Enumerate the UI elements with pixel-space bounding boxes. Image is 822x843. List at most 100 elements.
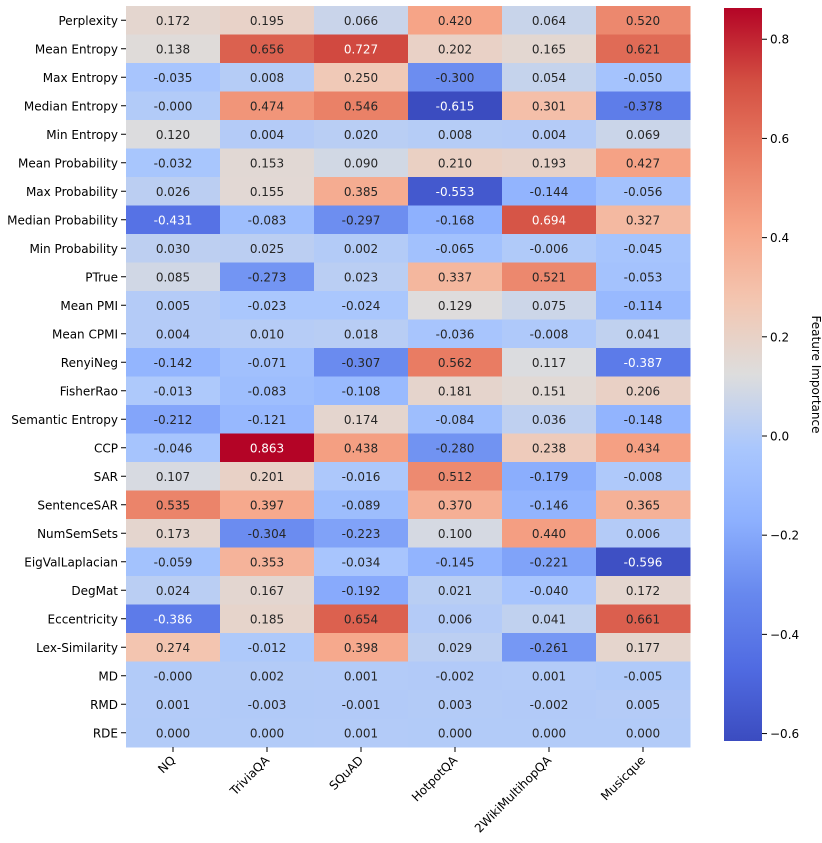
cell-value-label: -0.387 [624,356,663,370]
cell-value-label: 0.427 [626,156,660,170]
cell-value-label: 0.021 [438,584,472,598]
heatmap-cell [596,262,691,292]
heatmap-cell [596,718,691,748]
heatmap-cell [314,405,409,434]
heatmap-cell [596,604,691,634]
heatmap-cell [126,376,221,406]
heatmap-cell [126,205,221,235]
heatmap-cell [220,547,315,577]
cell-value-label: 0.238 [532,441,566,455]
cell-value-label: -0.304 [248,527,287,541]
heatmap-cell [596,405,691,434]
heatmap-cell [596,462,691,491]
cell-value-label: 0.004 [156,327,190,341]
cell-value-label: -0.032 [154,156,193,170]
cell-value-label: -0.000 [154,669,193,683]
cell-value-label: -0.036 [436,327,475,341]
cell-value-label: 0.001 [344,726,378,740]
heatmap-cell [408,490,503,520]
heatmap-cell [220,205,315,235]
cell-value-label: 0.129 [438,299,472,313]
cell-value-label: 0.107 [156,470,190,484]
heatmap-cell [314,547,409,577]
heatmap-cell [314,661,409,691]
row-label: Median Entropy [24,99,118,113]
heatmap-cell [126,63,221,92]
heatmap-cell [220,690,315,719]
cell-value-label: -0.016 [342,470,381,484]
cell-value-label: 0.535 [156,498,190,512]
cell-value-label: -0.089 [342,498,381,512]
cell-value-label: -0.083 [248,384,287,398]
cell-value-label: 0.001 [344,669,378,683]
heatmap-cell [408,462,503,491]
heatmap-cell [408,63,503,92]
cell-value-label: -0.084 [436,413,475,427]
cell-value-label: -0.034 [342,555,381,569]
heatmap-cell [596,633,691,662]
heatmap-cell [220,63,315,92]
heatmap-cell [314,262,409,292]
cell-value-label: -0.050 [624,71,663,85]
heatmap-cell [314,519,409,548]
cell-value-label: -0.065 [436,242,475,256]
row-label: MD [98,669,118,683]
cell-value-label: 0.023 [344,270,378,284]
cell-value-label: -0.179 [530,470,569,484]
cell-value-label: 0.177 [626,641,660,655]
heatmap-cell [220,576,315,605]
cell-value-label: 0.250 [344,71,378,85]
cell-value-label: 0.420 [438,14,472,28]
heatmap-cell [126,462,221,491]
cell-value-label: 0.000 [532,726,566,740]
cell-value-label: -0.024 [342,299,381,313]
heatmap-cell [502,348,597,377]
heatmap-cell [408,519,503,548]
cell-value-label: 0.075 [532,299,566,313]
colorbar-tick-label: −0.6 [770,727,799,741]
cell-value-label: 0.005 [156,299,190,313]
cell-value-label: 0.151 [532,384,566,398]
cell-value-label: 0.621 [626,42,660,56]
row-label: RDE [93,726,118,740]
heatmap-cell [502,6,597,35]
heatmap-cell [408,148,503,178]
cell-value-label: 0.173 [156,527,190,541]
heatmap-cell [126,718,221,748]
row-label: PTrue [85,270,118,284]
cell-value-label: -0.297 [342,213,381,227]
heatmap-cell [126,490,221,520]
cell-value-label: -0.053 [624,270,663,284]
cell-value-label: -0.045 [624,242,663,256]
cell-value-label: -0.013 [154,384,193,398]
heatmap-cell [408,604,503,634]
cell-value-label: -0.121 [248,413,287,427]
heatmap-cell [596,376,691,406]
heatmap-cell [220,661,315,691]
heatmap-cell [408,405,503,434]
heatmap-cell [126,148,221,178]
heatmap-cell [408,234,503,263]
cell-value-label: 0.520 [626,14,660,28]
heatmap-cell [502,262,597,292]
cell-value-label: 0.440 [532,527,566,541]
row-label: Lex-Similarity [36,641,118,655]
heatmap-cell [126,319,221,349]
cell-value-label: 0.165 [532,42,566,56]
heatmap-cell [502,718,597,748]
colorbar-tick-label: 0.4 [770,231,789,245]
colorbar-gradient [724,8,762,741]
cell-value-label: 0.008 [250,71,284,85]
cell-value-label: 0.005 [626,698,660,712]
cell-value-label: 0.020 [344,128,378,142]
cell-value-label: 0.661 [626,612,660,626]
cell-value-label: 0.100 [438,527,472,541]
cell-value-label: -0.003 [248,698,287,712]
cell-value-label: 0.024 [156,584,190,598]
cell-value-label: 0.185 [250,612,284,626]
cell-value-label: -0.008 [530,327,569,341]
cell-value-label: 0.201 [250,470,284,484]
cell-value-label: -0.221 [530,555,569,569]
row-label: Mean PMI [60,299,118,313]
cell-value-label: -0.192 [342,584,381,598]
